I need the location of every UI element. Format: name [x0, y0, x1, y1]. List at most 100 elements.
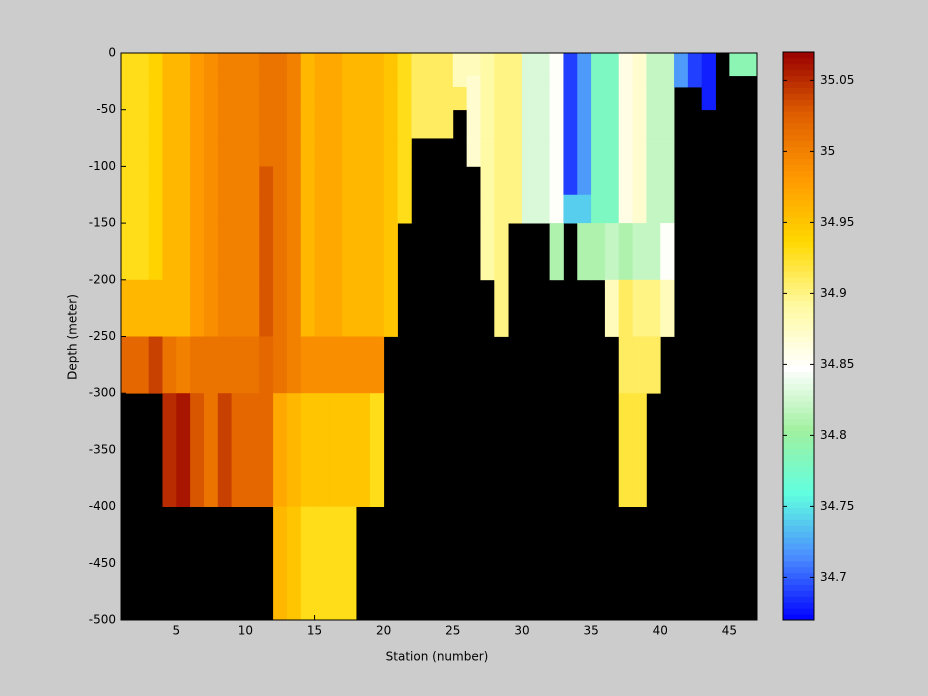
heatmap-cell — [217, 87, 233, 111]
colorbar-swatch — [783, 395, 814, 402]
heatmap-cell — [425, 75, 440, 88]
y-axis-label: Depth (meter) — [66, 294, 80, 380]
heatmap-cell — [494, 138, 509, 167]
heatmap-cell — [369, 194, 385, 224]
colorbar-swatch — [783, 111, 814, 118]
heatmap-cell — [660, 166, 675, 196]
heatmap-cell — [439, 87, 454, 111]
heatmap-cell — [162, 53, 177, 65]
heatmap-cell — [466, 138, 481, 167]
heatmap-cell — [273, 393, 288, 507]
heatmap-cell — [508, 64, 523, 77]
heatmap-cell — [646, 138, 661, 167]
colorbar-tick-label: 34.75 — [820, 499, 854, 513]
colorbar-swatch — [783, 489, 814, 497]
heatmap-cell — [273, 64, 288, 77]
colorbar-swatch — [783, 123, 814, 130]
heatmap-cell — [604, 75, 620, 88]
heatmap-cell — [203, 109, 219, 139]
colorbar-swatch — [783, 223, 814, 230]
heatmap-cell — [687, 53, 703, 65]
heatmap-cell — [425, 53, 440, 65]
heatmap-cell — [273, 109, 288, 139]
colorbar-swatch — [783, 436, 814, 443]
heatmap-cell — [328, 53, 343, 65]
heatmap-cell — [342, 75, 357, 88]
heatmap-cell — [618, 64, 633, 77]
heatmap-cell — [342, 336, 357, 394]
heatmap-cell — [646, 279, 661, 337]
colorbar-swatch — [783, 336, 814, 343]
heatmap-cell — [577, 64, 592, 77]
heatmap-cell — [259, 336, 274, 394]
heatmap-cell — [729, 64, 744, 77]
heatmap-cell — [342, 194, 357, 224]
heatmap-cell — [286, 166, 302, 196]
heatmap-cell — [632, 87, 647, 111]
heatmap-cell — [342, 138, 357, 167]
heatmap-cell — [508, 194, 523, 224]
heatmap-cell — [286, 506, 302, 621]
y-tick-label: -300 — [89, 386, 116, 400]
heatmap-cell — [508, 53, 523, 65]
heatmap-cell — [480, 87, 495, 111]
heatmap-cell — [439, 53, 454, 65]
heatmap-cell — [176, 109, 191, 139]
colorbar-swatch — [783, 176, 814, 183]
heatmap-cell — [356, 138, 371, 167]
heatmap-cell — [604, 223, 620, 281]
heatmap-cell — [231, 166, 246, 196]
heatmap-cell — [466, 75, 481, 88]
heatmap-cell — [618, 279, 633, 337]
heatmap-cell — [591, 223, 606, 281]
heatmap-cell — [632, 194, 647, 224]
heatmap-cell — [176, 336, 191, 394]
heatmap-cell — [632, 53, 647, 65]
colorbar-swatch — [783, 418, 814, 426]
colorbar-swatch — [783, 513, 814, 520]
heatmap-cell — [148, 64, 163, 77]
heatmap-cell — [273, 194, 288, 224]
heatmap-cell — [162, 64, 177, 77]
x-tick-label: 40 — [653, 624, 668, 638]
y-tick-label: -250 — [89, 329, 116, 343]
y-tick-label: -400 — [89, 499, 116, 513]
heatmap-cell — [383, 138, 398, 167]
colorbar-swatch — [783, 158, 814, 165]
heatmap-cell — [342, 506, 357, 621]
colorbar-swatch — [783, 549, 814, 556]
heatmap-cell — [342, 166, 357, 196]
heatmap-cell — [535, 53, 551, 65]
heatmap-cell — [314, 138, 329, 167]
heatmap-cell — [231, 393, 246, 507]
heatmap-cell — [632, 336, 647, 394]
heatmap-cell — [369, 53, 385, 65]
colorbar-swatch — [783, 525, 814, 532]
heatmap-cell — [121, 194, 136, 224]
heatmap-cell — [148, 138, 163, 167]
heatmap-cell — [674, 75, 689, 88]
heatmap-cell — [259, 393, 274, 507]
heatmap-cell — [148, 194, 163, 224]
heatmap-cell — [356, 194, 371, 224]
heatmap-cell — [632, 393, 647, 507]
colorbar-tick-label: 34.9 — [820, 286, 847, 300]
heatmap-cell — [494, 75, 509, 88]
heatmap-cell — [273, 53, 288, 65]
heatmap-cell — [300, 393, 315, 507]
heatmap-cell — [618, 87, 633, 111]
heatmap-cell — [314, 64, 329, 77]
colorbar-swatch — [783, 460, 814, 467]
heatmap-cell — [660, 109, 675, 139]
colorbar-swatch — [783, 566, 814, 574]
heatmap-cell — [466, 64, 481, 77]
colorbar-swatch — [783, 430, 814, 438]
heatmap-cell — [591, 53, 606, 65]
colorbar-swatch — [783, 614, 814, 621]
heatmap-cell — [535, 87, 551, 111]
x-tick-label: 35 — [583, 624, 598, 638]
heatmap-cell — [273, 166, 288, 196]
colorbar-swatch — [783, 324, 814, 331]
heatmap-cell — [356, 393, 371, 507]
heatmap-cell — [217, 166, 233, 196]
